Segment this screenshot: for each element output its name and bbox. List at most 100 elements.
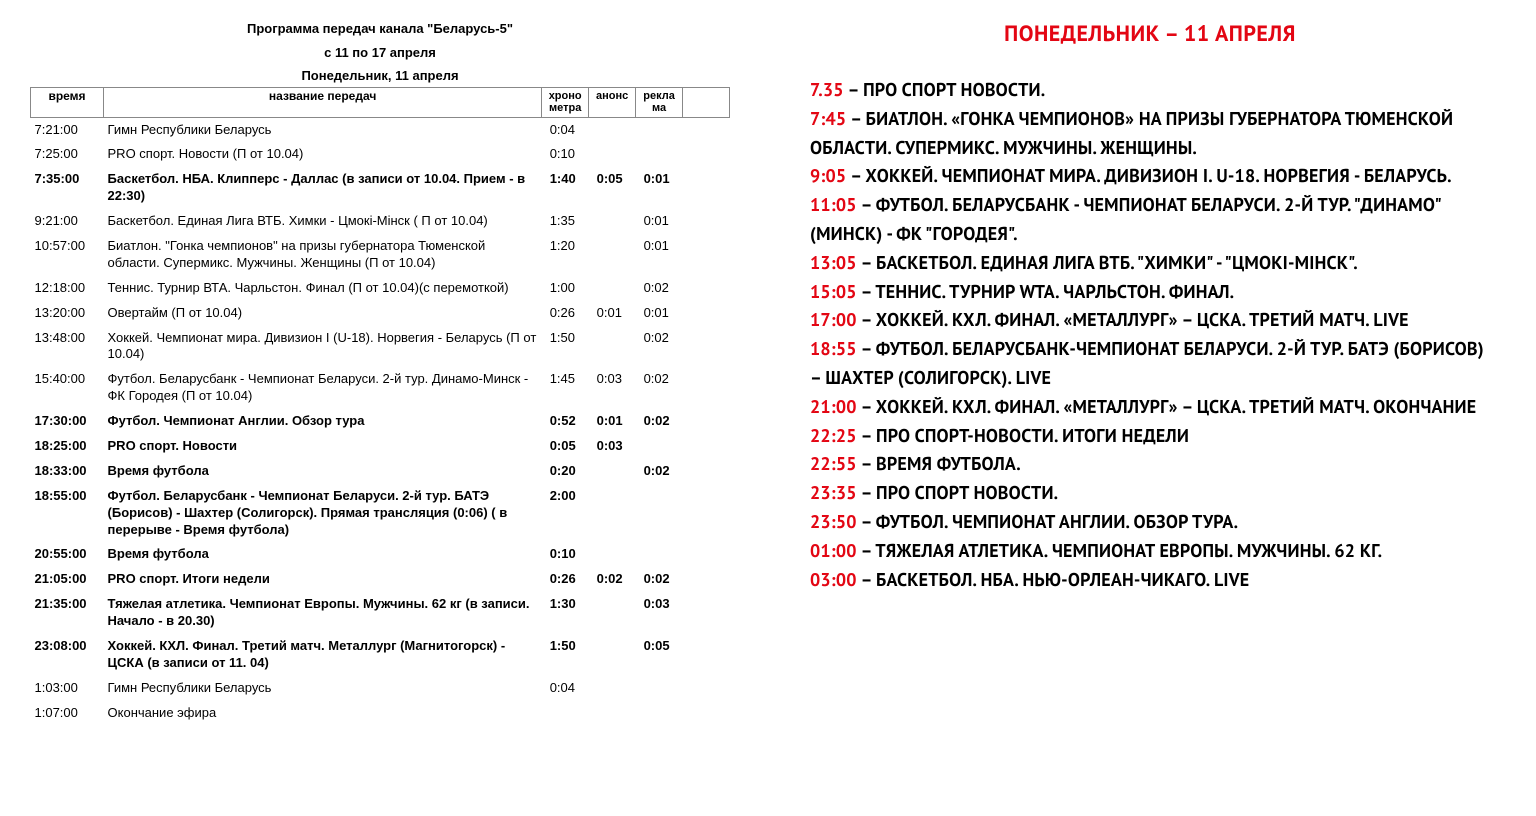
cell-name: PRO спорт. Итоги недели bbox=[104, 567, 542, 592]
right-item: 23:50 – ФУТБОЛ. ЧЕМПИОНАТ АНГЛИИ. ОБЗОР … bbox=[810, 508, 1490, 537]
cell-anons: 0:05 bbox=[589, 167, 636, 209]
col-rekla: рекла ма bbox=[636, 88, 683, 117]
right-item-time: 7.35 bbox=[810, 78, 844, 101]
cell-chrono bbox=[542, 701, 589, 726]
right-item: 03:00 – БАСКЕТБОЛ. НБА. НЬЮ-ОРЛЕАН-ЧИКАГ… bbox=[810, 566, 1490, 595]
cell-time: 18:25:00 bbox=[31, 434, 104, 459]
right-list: 7.35 – ПРО СПОРТ НОВОСТИ.7:45 – БИАТЛОН.… bbox=[810, 76, 1490, 594]
right-item-text: – ПРО СПОРТ НОВОСТИ. bbox=[857, 481, 1059, 504]
cell-anons bbox=[589, 234, 636, 276]
right-item-text: – ТЕННИС. ТУРНИР WTA. ЧАРЛЬСТОН. ФИНАЛ. bbox=[857, 280, 1235, 303]
cell-name: Хоккей. Чемпионат мира. Дивизион I (U-18… bbox=[104, 326, 542, 368]
cell-anons: 0:01 bbox=[589, 409, 636, 434]
cell-rekla bbox=[636, 117, 683, 142]
cell-rekla bbox=[636, 542, 683, 567]
cell-time: 1:03:00 bbox=[31, 676, 104, 701]
cell-name: Баскетбол. Единая Лига ВТБ. Химки - Цмок… bbox=[104, 209, 542, 234]
col-anons: анонс bbox=[589, 88, 636, 117]
table-row: 7:25:00PRO спорт. Новости (П от 10.04)0:… bbox=[31, 142, 730, 167]
cell-name: Баскетбол. НБА. Клипперс - Даллас (в зап… bbox=[104, 167, 542, 209]
table-row: 7:21:00Гимн Республики Беларусь0:04 bbox=[31, 117, 730, 142]
cell-chrono: 1:30 bbox=[542, 592, 589, 634]
cell-anons bbox=[589, 484, 636, 543]
table-row: 7:35:00Баскетбол. НБА. Клипперс - Даллас… bbox=[31, 167, 730, 209]
right-item-time: 18:55 bbox=[810, 337, 857, 360]
cell-time: 13:48:00 bbox=[31, 326, 104, 368]
cell-chrono: 0:26 bbox=[542, 567, 589, 592]
right-item-text: – БАСКЕТБОЛ. НБА. НЬЮ-ОРЛЕАН-ЧИКАГО. LIV… bbox=[857, 568, 1250, 591]
right-item-text: – ХОККЕЙ. КХЛ. ФИНАЛ. «МЕТАЛЛУРГ» – ЦСКА… bbox=[857, 308, 1409, 331]
col-time: время bbox=[31, 88, 104, 117]
cell-anons bbox=[589, 209, 636, 234]
cell-rekla bbox=[636, 142, 683, 167]
cell-time: 7:35:00 bbox=[31, 167, 104, 209]
cell-name: Биатлон. "Гонка чемпионов" на призы губе… bbox=[104, 234, 542, 276]
right-item-text: – ХОККЕЙ. КХЛ. ФИНАЛ. «МЕТАЛЛУРГ» – ЦСКА… bbox=[857, 395, 1477, 418]
right-schedule-panel: ПОНЕДЕЛЬНИК – 11 АПРЕЛЯ 7.35 – ПРО СПОРТ… bbox=[760, 0, 1520, 816]
cell-name: Футбол. Беларусбанк - Чемпионат Беларуси… bbox=[104, 484, 542, 543]
right-item-time: 23:35 bbox=[810, 481, 857, 504]
table-row: 10:57:00Биатлон. "Гонка чемпионов" на пр… bbox=[31, 234, 730, 276]
cell-name: Окончание эфира bbox=[104, 701, 542, 726]
col-name: название передач bbox=[104, 88, 542, 117]
cell-rekla: 0:02 bbox=[636, 276, 683, 301]
right-item-time: 22:55 bbox=[810, 452, 857, 475]
right-item: 9:05 – ХОККЕЙ. ЧЕМПИОНАТ МИРА. ДИВИЗИОН … bbox=[810, 162, 1490, 191]
cell-name: Теннис. Турнир ВТА. Чарльстон. Финал (П … bbox=[104, 276, 542, 301]
cell-name: Гимн Республики Беларусь bbox=[104, 676, 542, 701]
table-row: 18:33:00Время футбола0:200:02 bbox=[31, 459, 730, 484]
cell-rekla: 0:05 bbox=[636, 634, 683, 676]
right-item-text: – ФУТБОЛ. ЧЕМПИОНАТ АНГЛИИ. ОБЗОР ТУРА. bbox=[857, 510, 1239, 533]
left-subheader: Понедельник, 11 апреля bbox=[30, 68, 730, 83]
right-item: 23:35 – ПРО СПОРТ НОВОСТИ. bbox=[810, 479, 1490, 508]
right-item: 22:55 – ВРЕМЯ ФУТБОЛА. bbox=[810, 450, 1490, 479]
table-row: 18:55:00Футбол. Беларусбанк - Чемпионат … bbox=[31, 484, 730, 543]
cell-time: 13:20:00 bbox=[31, 301, 104, 326]
right-item-text: – ФУТБОЛ. БЕЛАРУСБАНК-ЧЕМПИОНАТ БЕЛАРУСИ… bbox=[810, 337, 1484, 389]
right-item-time: 01:00 bbox=[810, 539, 857, 562]
cell-chrono: 1:40 bbox=[542, 167, 589, 209]
cell-rekla: 0:01 bbox=[636, 234, 683, 276]
right-item: 21:00 – ХОККЕЙ. КХЛ. ФИНАЛ. «МЕТАЛЛУРГ» … bbox=[810, 393, 1490, 422]
cell-name: Футбол. Чемпионат Англии. Обзор тура bbox=[104, 409, 542, 434]
cell-name: Хоккей. КХЛ. Финал. Третий матч. Металлу… bbox=[104, 634, 542, 676]
cell-name: PRO спорт. Новости (П от 10.04) bbox=[104, 142, 542, 167]
cell-name: Тяжелая атлетика. Чемпионат Европы. Мужч… bbox=[104, 592, 542, 634]
cell-anons: 0:03 bbox=[589, 367, 636, 409]
cell-time: 18:33:00 bbox=[31, 459, 104, 484]
left-schedule-panel: Программа передач канала "Беларусь-5" с … bbox=[0, 0, 760, 816]
cell-chrono: 1:50 bbox=[542, 326, 589, 368]
table-row: 9:21:00Баскетбол. Единая Лига ВТБ. Химки… bbox=[31, 209, 730, 234]
cell-time: 21:05:00 bbox=[31, 567, 104, 592]
cell-rekla: 0:02 bbox=[636, 326, 683, 368]
cell-anons bbox=[589, 459, 636, 484]
cell-anons bbox=[589, 701, 636, 726]
table-row: 1:03:00Гимн Республики Беларусь0:04 bbox=[31, 676, 730, 701]
right-item: 18:55 – ФУТБОЛ. БЕЛАРУСБАНК-ЧЕМПИОНАТ БЕ… bbox=[810, 335, 1490, 393]
right-item: 22:25 – ПРО СПОРТ-НОВОСТИ. ИТОГИ НЕДЕЛИ bbox=[810, 422, 1490, 451]
table-row: 12:18:00Теннис. Турнир ВТА. Чарльстон. Ф… bbox=[31, 276, 730, 301]
table-row: 17:30:00Футбол. Чемпионат Англии. Обзор … bbox=[31, 409, 730, 434]
cell-anons bbox=[589, 634, 636, 676]
right-item-time: 7:45 bbox=[810, 107, 846, 130]
cell-time: 12:18:00 bbox=[31, 276, 104, 301]
schedule-table: время название передач хроно метра анонс… bbox=[30, 87, 730, 725]
cell-rekla: 0:02 bbox=[636, 409, 683, 434]
table-row: 21:35:00Тяжелая атлетика. Чемпионат Евро… bbox=[31, 592, 730, 634]
cell-time: 7:25:00 bbox=[31, 142, 104, 167]
cell-chrono: 1:35 bbox=[542, 209, 589, 234]
cell-time: 7:21:00 bbox=[31, 117, 104, 142]
table-row: 21:05:00PRO спорт. Итоги недели0:260:020… bbox=[31, 567, 730, 592]
cell-name: Время футбола bbox=[104, 459, 542, 484]
right-item-text: – ВРЕМЯ ФУТБОЛА. bbox=[857, 452, 1021, 475]
cell-rekla bbox=[636, 701, 683, 726]
cell-name: Время футбола bbox=[104, 542, 542, 567]
right-item: 7.35 – ПРО СПОРТ НОВОСТИ. bbox=[810, 76, 1490, 105]
table-row: 20:55:00Время футбола0:10 bbox=[31, 542, 730, 567]
table-row: 1:07:00Окончание эфира bbox=[31, 701, 730, 726]
cell-time: 9:21:00 bbox=[31, 209, 104, 234]
cell-rekla: 0:01 bbox=[636, 301, 683, 326]
left-header-line2: с 11 по 17 апреля bbox=[30, 44, 730, 62]
right-item-text: – ХОККЕЙ. ЧЕМПИОНАТ МИРА. ДИВИЗИОН I. U-… bbox=[846, 164, 1451, 187]
cell-rekla bbox=[636, 484, 683, 543]
